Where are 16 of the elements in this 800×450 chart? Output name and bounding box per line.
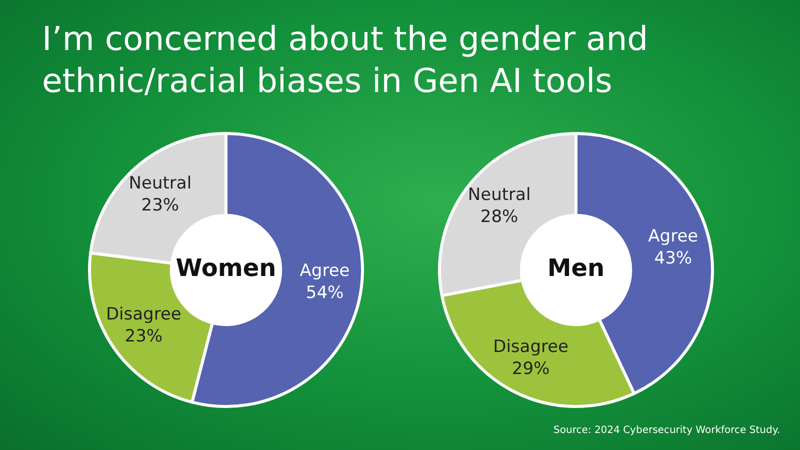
slice-label: Agree bbox=[648, 226, 698, 247]
text: Men bbox=[547, 254, 605, 282]
data-label: 23% bbox=[141, 196, 180, 216]
source-note: Source: 2024 Cybersecurity Workforce Study. bbox=[554, 425, 780, 436]
data-label: 29% bbox=[512, 359, 550, 380]
data-label: 23% bbox=[124, 326, 163, 346]
data-label: 28% bbox=[480, 206, 518, 227]
slice-label: Disagree bbox=[493, 337, 569, 358]
text: I’m concerned about the gender and ethnic/racial biases in Gen AI tools bbox=[42, 18, 650, 102]
data-label: 54% bbox=[306, 282, 344, 303]
slice-label: Agree bbox=[300, 260, 350, 281]
slice-label: Neutral bbox=[468, 184, 531, 205]
data-label: 43% bbox=[654, 248, 692, 269]
text: Women bbox=[176, 254, 276, 282]
slice-label: Disagree bbox=[106, 304, 182, 324]
slice-label: Neutral bbox=[128, 174, 192, 194]
